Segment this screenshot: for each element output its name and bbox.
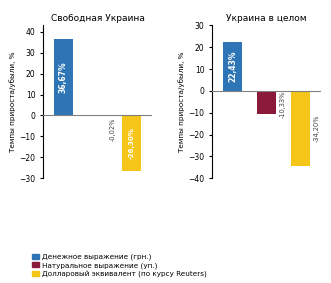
Legend: Денежное выражение (грн.), Натуральное выражение (уп.), Долларовый эквивалент (п: Денежное выражение (грн.), Натуральное в… — [30, 252, 209, 279]
Title: Украина в целом: Украина в целом — [226, 14, 307, 23]
Text: -0,02%: -0,02% — [110, 118, 116, 141]
Bar — [223, 42, 242, 91]
Text: 22,43%: 22,43% — [228, 51, 237, 82]
Bar — [122, 115, 141, 171]
Y-axis label: Темпы прироста/убыли, %: Темпы прироста/убыли, % — [10, 52, 17, 152]
Bar — [291, 91, 310, 166]
Bar — [54, 39, 73, 115]
Title: Свободная Украина: Свободная Украина — [51, 14, 145, 23]
Text: -26,30%: -26,30% — [129, 127, 135, 159]
Bar — [257, 91, 276, 113]
Y-axis label: Темпы прироста/убыли, %: Темпы прироста/убыли, % — [179, 52, 185, 152]
Text: -34,20%: -34,20% — [313, 115, 319, 142]
Text: 36,67%: 36,67% — [59, 61, 68, 93]
Text: -10,33%: -10,33% — [279, 91, 286, 118]
